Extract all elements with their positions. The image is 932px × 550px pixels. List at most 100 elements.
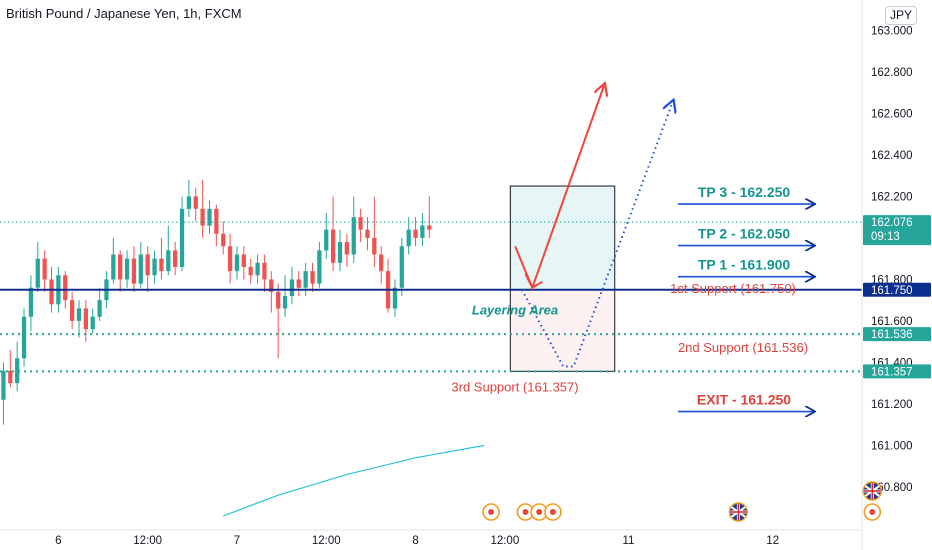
candle [262,254,267,292]
candle [221,221,226,255]
candle-body [234,254,240,272]
candle [8,349,13,388]
y-tick-label: 161.000 [871,440,913,452]
y-tick-label: 163.000 [871,25,913,37]
candle-body [282,296,288,309]
candle-body [269,279,274,292]
candle [124,250,130,288]
candle-body [296,279,301,288]
candle-body [28,287,34,317]
candle-body [97,300,102,317]
candle-body [303,271,308,288]
candle [193,188,198,222]
candle [138,242,143,288]
candle-body [186,196,192,209]
svg-text:162.076: 162.076 [871,217,913,229]
candle [234,246,240,280]
candle-body [241,254,246,267]
candle [28,275,34,332]
moving-average-line [223,444,485,517]
candle-body [379,254,384,272]
candle-body [399,246,404,288]
candle-body [317,250,322,284]
support1-badge: 161.750 [863,282,931,297]
support3-badge: 161.357 [863,364,931,379]
candle [1,362,6,425]
candle [186,179,192,218]
candle-body [173,250,178,267]
candle-body [69,300,75,321]
y-tick-label: 162.800 [871,67,913,79]
candle-body [42,258,47,280]
candle-body [344,242,349,255]
candle [358,208,363,243]
candle-body [324,229,329,251]
candle-body [255,262,260,276]
candle [406,217,411,255]
chart-title: British Pound / Japanese Yen, 1h, FXCM [6,6,242,21]
candle-body [330,229,336,263]
candle-body [35,258,40,288]
candle-body [289,279,295,297]
candle-body [21,316,27,359]
candle-body [207,208,212,226]
candle [324,213,329,259]
candle-body [1,370,6,400]
y-tick-label: 162.200 [871,191,913,203]
candle-body [392,287,398,309]
candle [420,213,425,247]
uk-flag-icon[interactable] [862,481,883,501]
candle [241,246,246,280]
candle [179,196,185,272]
candle-body [49,279,54,305]
candle-body [427,225,432,230]
candle-body [63,275,68,301]
economic-event-icon[interactable] [544,503,562,521]
candle [166,225,171,276]
candle-body [420,225,425,238]
candle [310,262,315,292]
support2-badge: 161.536 [863,327,931,342]
candle [214,204,219,247]
candle [42,250,47,292]
x-tick-label: 12:00 [490,535,519,547]
candle [200,179,205,238]
candle [296,271,301,297]
candle-body [83,308,88,330]
x-tick-label: 12:00 [133,535,162,547]
candle-body [76,308,82,321]
candle [289,266,295,305]
layering-area-label: Layering Area [472,303,558,318]
candle-body [166,250,171,272]
uk-flag-icon[interactable] [728,502,749,522]
x-tick-label: 6 [55,535,61,547]
candle [83,300,88,342]
candle [248,258,253,284]
x-tick-label: 12:00 [312,535,341,547]
candle [69,291,75,330]
current-price-badge: 162.076 09:13 [863,215,931,246]
candle-body [214,208,219,234]
candle-body [90,316,95,330]
candle [173,242,178,276]
candle [15,341,20,392]
tp2-label: TP 2 - 162.050 [698,226,791,242]
candle-body [248,266,253,276]
candle [207,200,212,234]
candle [21,308,27,367]
candle-body [406,229,411,247]
candle-body [193,196,198,209]
economic-event-icon[interactable] [863,503,882,521]
x-tick-label: 11 [622,535,634,547]
candle [118,250,123,292]
economic-event-icon[interactable] [482,503,500,521]
candle [344,233,349,267]
candle [111,237,116,284]
candle [385,258,391,313]
currency-selector[interactable]: JPY [885,6,917,25]
candle-body [372,237,377,255]
candle-body [8,370,13,384]
candle-body [365,229,370,238]
candle [255,254,260,284]
